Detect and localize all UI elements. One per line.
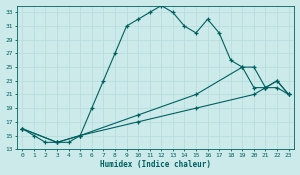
- X-axis label: Humidex (Indice chaleur): Humidex (Indice chaleur): [100, 160, 211, 169]
